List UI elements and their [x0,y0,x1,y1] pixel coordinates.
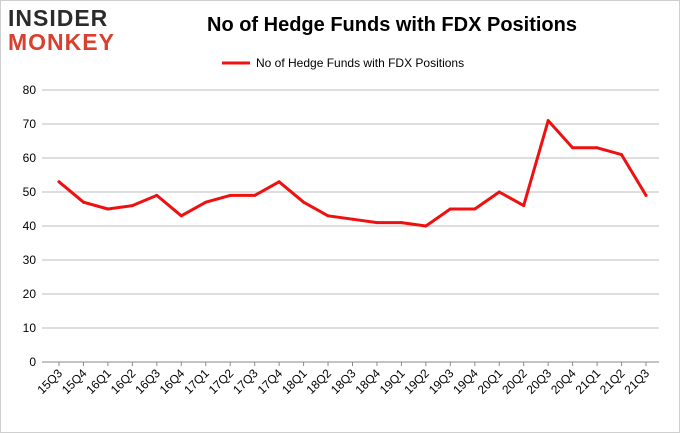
x-tick-label: 16Q2 [108,366,139,397]
x-tick-label: 17Q3 [230,366,261,397]
y-tick-label: 30 [23,253,37,267]
x-tick-label: 21Q1 [573,366,604,397]
x-tick-labels: 15Q315Q416Q116Q216Q316Q417Q117Q217Q317Q4… [34,366,652,397]
data-point [620,153,624,157]
x-tick-label: 19Q1 [377,366,408,397]
data-point [473,207,477,211]
data-point [277,180,281,184]
legend-label: No of Hedge Funds with FDX Positions [256,56,464,70]
data-point [644,193,648,197]
data-point [253,193,257,197]
data-point [448,207,452,211]
data-point [351,217,354,221]
axes [42,361,659,366]
x-tick-label: 19Q4 [450,366,481,397]
x-tick-label: 16Q1 [83,366,114,397]
insider-monkey-logo: INSIDER MONKEY [8,4,132,56]
x-tick-label: 18Q3 [328,366,359,397]
chart-title: No of Hedge Funds with FDX Positions [207,14,577,36]
logo-text-insider: INSIDER [8,5,109,31]
data-point [424,224,428,228]
data-point [571,146,575,150]
data-point [302,200,306,204]
y-tick-labels: 0 10 20 30 40 50 60 70 80 [23,83,37,369]
y-tick-label: 80 [23,83,37,97]
grid-lines [42,89,659,329]
x-tick-label: 17Q1 [181,366,212,397]
x-tick-label: 16Q3 [132,366,163,397]
y-tick-label: 70 [23,117,37,131]
y-tick-label: 40 [23,219,37,233]
data-point [204,200,208,204]
data-point [375,221,379,225]
data-point [326,214,330,218]
data-point [106,207,110,211]
data-point [57,180,61,184]
x-tick-label: 18Q2 [304,366,335,397]
data-point [81,200,85,204]
y-tick-label: 50 [23,185,37,199]
y-tick-label: 60 [23,151,37,165]
data-point [546,119,550,123]
x-tick-label: 20Q1 [475,366,506,397]
data-point [399,221,403,225]
data-point [228,193,232,197]
x-tick-label: 20Q2 [499,366,530,397]
x-tick-label: 19Q3 [426,366,457,397]
x-tick-label: 21Q2 [597,366,628,397]
x-tick-label: 17Q4 [255,366,286,397]
x-tick-label: 18Q1 [279,366,310,397]
x-tick-label: 15Q3 [34,366,65,397]
y-tick-label: 20 [23,287,37,301]
x-tick-label: 15Q4 [59,366,90,397]
x-tick-label: 18Q4 [352,366,383,397]
data-point [179,214,183,218]
data-point [130,204,134,208]
x-tick-label: 20Q4 [548,366,579,397]
series-line-0 [57,119,648,228]
x-tick-label: 16Q4 [157,366,188,397]
data-point [595,146,599,150]
x-tick-label: 17Q2 [206,366,237,397]
y-tick-label: 10 [23,321,37,335]
y-tick-label: 0 [29,355,36,369]
legend: No of Hedge Funds with FDX Positions [222,56,464,70]
x-tick-label: 21Q3 [621,366,652,397]
data-point [155,193,159,197]
data-point [522,204,526,208]
logo-text-monkey: MONKEY [8,29,115,55]
x-tick-label: 19Q2 [401,366,432,397]
x-tick-label: 20Q3 [524,366,555,397]
series-layer [57,119,648,228]
data-point [497,190,501,194]
